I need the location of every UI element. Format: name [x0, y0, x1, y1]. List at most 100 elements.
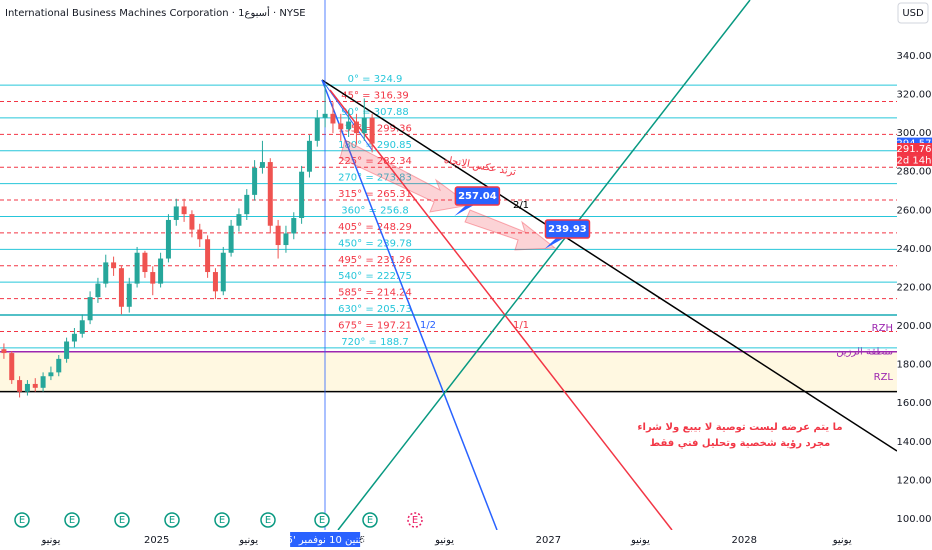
y-tick-label: 120.00 — [897, 475, 932, 486]
candle-body — [314, 117, 320, 141]
candle-body — [220, 252, 226, 292]
candle-body — [48, 372, 54, 377]
candle-body — [205, 239, 211, 273]
earnings-label: E — [19, 515, 25, 526]
earnings-icon[interactable] — [314, 512, 330, 528]
candle-body — [189, 214, 195, 230]
target-box — [544, 219, 591, 239]
x-tick-label: 2027 — [536, 535, 561, 546]
gann-level-label: 90° = 307.88 — [341, 107, 408, 118]
gann-fan-line — [321, 79, 373, 151]
disclaimer: مجرد رؤية شخصية وتحليل فني فقط — [650, 438, 830, 449]
y-tick-label: 100.00 — [897, 514, 932, 525]
gann-level-label: 630° = 205.73 — [338, 304, 412, 315]
earnings-icon[interactable] — [362, 512, 378, 528]
candle-body — [181, 206, 187, 215]
earnings-icon[interactable] — [407, 512, 423, 528]
gann-level-label: 45° = 316.39 — [341, 91, 408, 102]
earnings-label: E — [219, 515, 225, 526]
trend-line — [321, 79, 898, 452]
gann-level-label: 315° = 265.31 — [338, 189, 412, 200]
unit-button[interactable] — [897, 2, 929, 24]
ratio-label: 2/1 — [513, 200, 529, 211]
candle-body — [150, 272, 156, 284]
earnings-label: E — [69, 515, 75, 526]
candle-body — [267, 162, 273, 226]
earnings-label: E — [169, 515, 175, 526]
target-label: 257.04 — [458, 191, 497, 202]
earnings-icon[interactable] — [14, 512, 30, 528]
time-axis — [0, 530, 932, 550]
candle-body — [142, 252, 148, 273]
gann-level-label: 180° = 290.85 — [338, 140, 412, 151]
candle-body — [173, 206, 179, 220]
candle-body — [275, 225, 281, 246]
y-tick-label: 160.00 — [897, 398, 932, 409]
candle-body — [1, 349, 7, 354]
candle-body — [103, 262, 109, 284]
gann-level-label: 495° = 231.26 — [338, 255, 412, 266]
candle-body — [197, 229, 203, 240]
candle-body — [212, 272, 218, 292]
candle-body — [361, 117, 367, 134]
zone-label: RZL — [874, 372, 894, 383]
candle-body — [87, 297, 93, 321]
projection-arrow — [464, 209, 557, 251]
candle-body — [118, 268, 124, 307]
candle-body — [9, 353, 15, 381]
y-tick-label: 300.00 — [897, 128, 932, 139]
countdown-tag — [897, 155, 932, 167]
earnings-icon[interactable] — [260, 512, 276, 528]
candle-body — [252, 167, 258, 195]
candle-body — [56, 358, 62, 373]
candle-body — [17, 380, 23, 392]
gann-fan-line — [337, 0, 751, 531]
countdown-label: 2d 14h — [897, 156, 932, 167]
x-tick-label: يونيو — [40, 535, 60, 546]
candle-body — [165, 219, 171, 259]
candle-body — [346, 121, 352, 130]
gann-level-label: 675° = 197.21 — [338, 320, 412, 331]
candle-body — [353, 121, 359, 134]
earnings-label: E — [265, 515, 271, 526]
gann-level-label: 405° = 248.29 — [338, 222, 412, 233]
zone-label: RZH — [872, 323, 893, 334]
target-box — [454, 186, 501, 206]
gann-level-label: 540° = 222.75 — [338, 271, 412, 282]
gann-level-label: 360° = 256.8 — [341, 205, 408, 216]
earnings-icon[interactable] — [64, 512, 80, 528]
ratio-label: 1/2 — [420, 320, 436, 331]
candle-body — [126, 283, 132, 307]
earnings-label: E — [367, 515, 373, 526]
target-label: 239.93 — [548, 224, 587, 235]
ratio-label: 1/1 — [513, 320, 529, 331]
x-tick-label: يونيو — [630, 535, 650, 546]
x-tick-label: يونيو — [434, 535, 454, 546]
candle-body — [158, 258, 164, 284]
gann-level-label: 0° = 324.9 — [348, 74, 403, 85]
earnings-icon[interactable] — [214, 512, 230, 528]
chart-title: International Business Machines Corporat… — [5, 6, 306, 19]
earnings-icon[interactable] — [164, 512, 180, 528]
gann-level-label: 225° = 282.34 — [338, 156, 412, 167]
y-tick-label: 220.00 — [897, 282, 932, 293]
gann-level-label: 450° = 239.78 — [338, 238, 412, 249]
gann-level-label: 585° = 214.24 — [338, 288, 412, 299]
y-tick-label: 340.00 — [897, 51, 932, 62]
gann-level-label: 720° = 188.7 — [341, 337, 408, 348]
y-tick-label: 320.00 — [897, 90, 932, 101]
y-tick-label: 180.00 — [897, 360, 932, 371]
candle-body — [306, 140, 312, 172]
price-tag-label: 291.76 — [897, 144, 932, 155]
gann-fan-line — [321, 79, 498, 531]
x-tick-label: 2028 — [732, 535, 757, 546]
zone — [0, 351, 897, 392]
unit-label: USD — [902, 8, 924, 19]
candle-body — [40, 376, 46, 388]
candle-body — [95, 283, 101, 298]
candle-body — [291, 218, 297, 234]
earnings-label: E — [119, 515, 125, 526]
gann-fan-line — [329, 89, 673, 531]
candle-body — [330, 113, 336, 124]
earnings-icon[interactable] — [114, 512, 130, 528]
